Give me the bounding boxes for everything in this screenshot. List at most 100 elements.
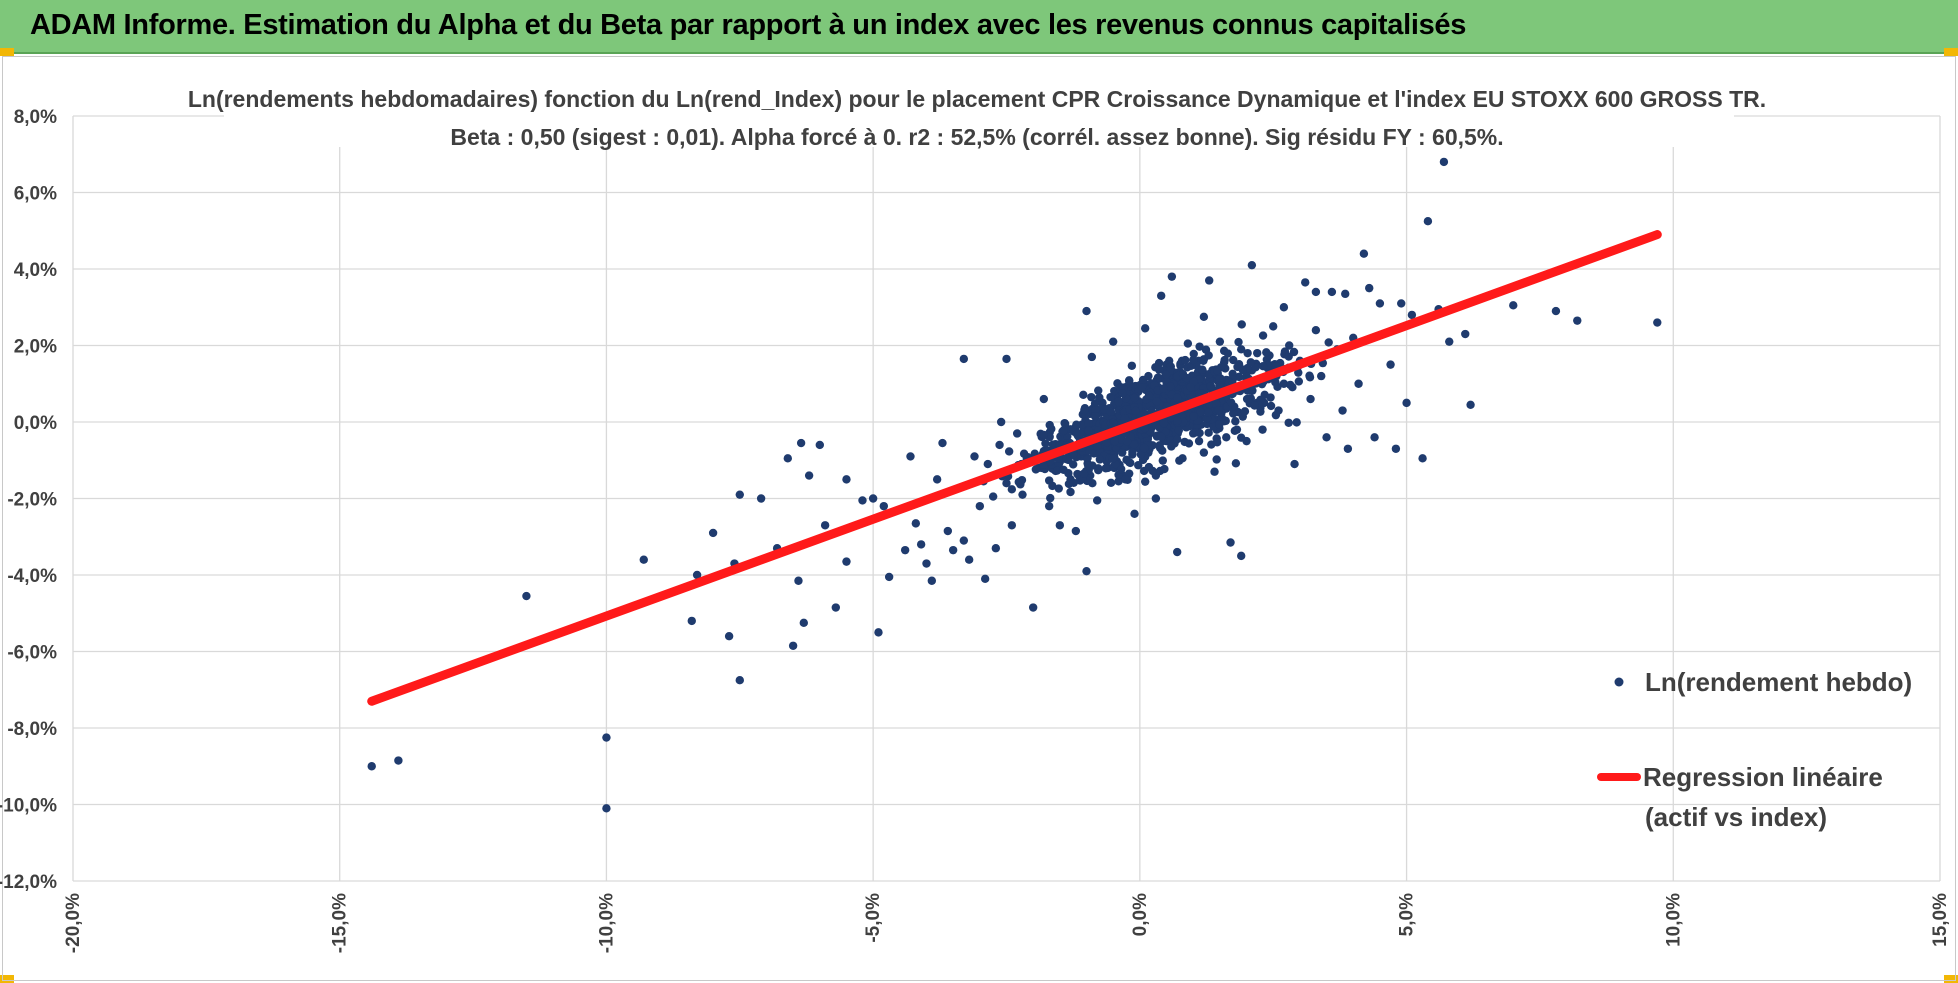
data-point: [1139, 443, 1149, 453]
data-point: [1101, 464, 1110, 473]
data-point: [1041, 439, 1050, 448]
data-point: [1082, 306, 1091, 316]
data-point: [927, 576, 937, 585]
data-point: [1155, 441, 1164, 450]
data-point: [1130, 509, 1139, 518]
data-point: [820, 521, 830, 530]
data-point: [1229, 355, 1238, 365]
y-tick-label: 8,0%: [14, 107, 57, 128]
data-point: [1069, 478, 1078, 488]
data-point: [1215, 420, 1224, 429]
data-point: [1140, 324, 1150, 333]
legend-label-regression-sub: (actif vs index): [1645, 802, 1827, 832]
data-point: [1094, 386, 1103, 395]
data-point: [1189, 349, 1198, 359]
data-point: [1290, 459, 1299, 469]
data-point: [1439, 157, 1449, 167]
data-point: [1279, 379, 1289, 388]
data-point: [842, 557, 851, 566]
data-point: [1551, 306, 1561, 316]
data-point: [1365, 283, 1374, 293]
data-point: [1375, 299, 1385, 308]
x-tick-label: 5,0%: [1397, 893, 1418, 936]
data-point: [1184, 439, 1194, 448]
corner-marker-bottom-left: [0, 975, 14, 983]
data-point: [1084, 419, 1093, 428]
data-point: [1161, 370, 1171, 379]
data-point: [1090, 412, 1100, 421]
data-point: [1271, 410, 1281, 420]
data-point: [1226, 398, 1236, 407]
data-point: [1214, 405, 1224, 415]
data-point: [995, 440, 1004, 450]
data-point: [1072, 420, 1081, 429]
data-point: [1205, 276, 1214, 285]
data-point: [1223, 349, 1233, 358]
data-point: [1262, 348, 1271, 357]
data-point: [1174, 426, 1183, 435]
data-point: [788, 641, 798, 650]
legend: Ln(rendement hebdo) Regression linéaire …: [1597, 667, 1912, 832]
data-point: [1204, 428, 1213, 437]
y-tick-label: -8,0%: [7, 719, 57, 740]
data-point: [1128, 447, 1137, 457]
data-point: [1046, 493, 1055, 503]
data-point: [988, 492, 998, 501]
data-point: [394, 756, 403, 765]
data-point: [1158, 456, 1167, 465]
data-point: [1573, 316, 1582, 325]
data-point: [1019, 449, 1029, 458]
data-point: [1154, 365, 1164, 374]
x-tick-label: 0,0%: [1130, 893, 1151, 936]
data-point: [1269, 322, 1278, 331]
chart-frame: [2, 56, 1956, 981]
data-point: [1175, 456, 1184, 465]
corner-marker-top-left: [0, 48, 14, 56]
data-point: [916, 540, 926, 549]
data-point: [1012, 429, 1022, 438]
data-point: [1445, 337, 1454, 346]
data-point: [1144, 391, 1154, 400]
data-point: [1407, 310, 1417, 320]
data-point: [1386, 360, 1395, 369]
data-point: [1052, 466, 1062, 475]
data-point: [1004, 447, 1014, 456]
data-point: [1127, 361, 1137, 370]
x-tick-label: 15,0%: [1930, 893, 1951, 947]
data-point: [1258, 425, 1267, 434]
data-point: [1059, 465, 1068, 475]
x-axis-ticks: -20,0% -15,0% -10,0% -5,0% 0,0% 5,0% 10,0% 15,0…: [63, 893, 1951, 953]
data-point: [522, 591, 531, 601]
title-background: [224, 79, 1734, 147]
data-point: [1258, 361, 1268, 371]
data-point: [1055, 521, 1065, 530]
data-point: [1285, 341, 1294, 350]
data-point: [1106, 392, 1115, 402]
data-point: [799, 618, 808, 628]
data-point: [1054, 484, 1063, 493]
legend-label-regression: Regression linéaire: [1643, 762, 1883, 792]
data-point: [1152, 397, 1162, 406]
data-point: [1317, 371, 1326, 381]
data-point: [1266, 393, 1275, 402]
data-point: [1118, 389, 1127, 398]
data-point: [1194, 436, 1204, 446]
data-point: [1134, 461, 1143, 470]
data-point: [1311, 326, 1321, 335]
data-point: [1028, 603, 1038, 612]
data-point: [1284, 352, 1293, 361]
data-point: [1091, 405, 1100, 415]
data-point: [1294, 368, 1303, 377]
legend-point-marker: [1614, 677, 1624, 687]
data-point: [991, 544, 1001, 553]
data-point: [1114, 397, 1123, 406]
y-tick-label: 0,0%: [14, 413, 57, 434]
data-point: [815, 440, 824, 450]
data-point: [831, 603, 841, 612]
data-point: [1189, 412, 1198, 421]
data-point: [1072, 429, 1082, 439]
y-tick-label: -4,0%: [7, 566, 57, 587]
data-point: [1509, 301, 1518, 310]
data-point: [1246, 358, 1256, 367]
data-point: [858, 496, 867, 505]
